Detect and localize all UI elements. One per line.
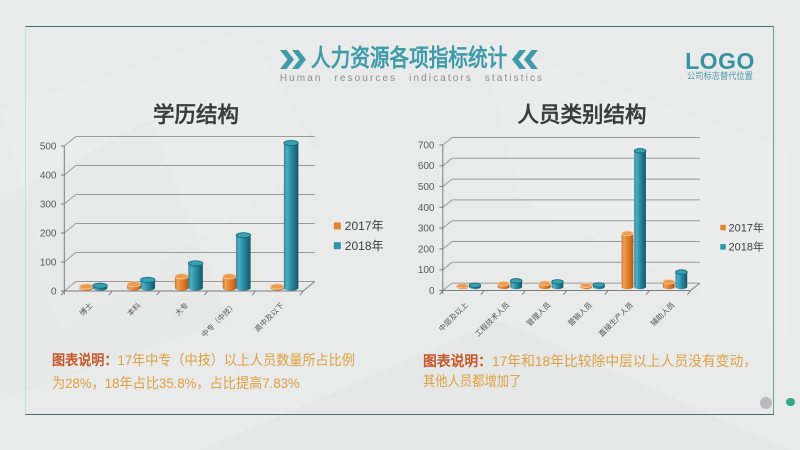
svg-text:管理人员: 管理人员 [524, 299, 553, 328]
svg-text:500: 500 [40, 142, 57, 153]
svg-text:700: 700 [418, 140, 435, 151]
svg-text:400: 400 [418, 203, 435, 214]
svg-text:200: 200 [40, 229, 57, 240]
svg-text:600: 600 [418, 161, 435, 172]
svg-text:2018年: 2018年 [729, 240, 764, 254]
svg-text:中层及以上: 中层及以上 [436, 299, 470, 333]
svg-text:营销人员: 营销人员 [566, 299, 595, 328]
svg-text:0: 0 [51, 287, 57, 298]
svg-text:高中及以下: 高中及以下 [252, 300, 286, 334]
svg-text:直接生产人员: 直接生产人员 [596, 299, 635, 338]
svg-text:工程技术人员: 工程技术人员 [472, 299, 511, 338]
svg-text:300: 300 [40, 200, 57, 211]
svg-text:400: 400 [40, 171, 57, 182]
svg-text:2018年: 2018年 [345, 239, 384, 253]
svg-text:大专: 大专 [173, 300, 191, 318]
svg-text:0: 0 [429, 286, 435, 297]
svg-text:2017年: 2017年 [345, 219, 384, 233]
svg-text:100: 100 [418, 265, 435, 276]
svg-text:300: 300 [418, 224, 435, 235]
svg-text:100: 100 [40, 258, 57, 269]
svg-text:博士: 博士 [77, 300, 95, 318]
svg-text:2017年: 2017年 [729, 220, 764, 234]
svg-text:本科: 本科 [125, 300, 143, 318]
svg-text:中专（中技）: 中专（中技） [199, 300, 238, 339]
svg-text:辅助人员: 辅助人员 [648, 299, 677, 328]
svg-text:200: 200 [418, 244, 435, 255]
svg-text:500: 500 [418, 182, 435, 193]
